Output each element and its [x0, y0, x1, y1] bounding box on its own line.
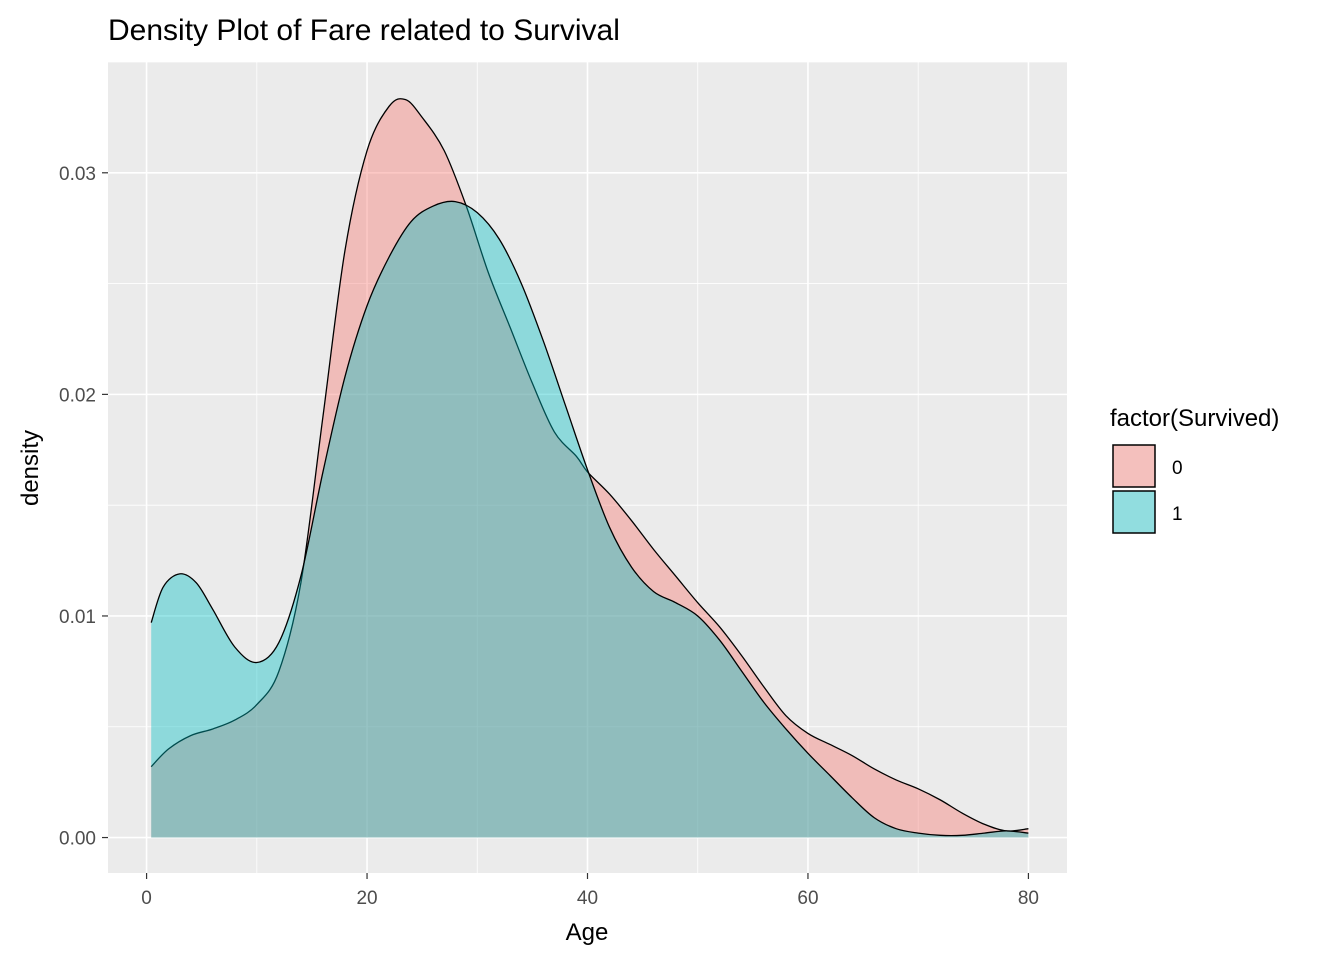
legend: factor(Survived) 0 1 — [1110, 405, 1279, 533]
x-axis-title: Age — [566, 919, 609, 946]
y-tick-label: 0.00 — [59, 829, 96, 850]
legend-key-0 — [1113, 445, 1155, 487]
x-tick-label: 20 — [356, 888, 377, 909]
y-tick-label: 0.01 — [59, 607, 96, 628]
legend-label-1: 1 — [1172, 504, 1183, 525]
legend-label-0: 0 — [1172, 458, 1183, 479]
y-tick-label: 0.02 — [59, 385, 96, 406]
legend-key-1 — [1113, 491, 1155, 533]
chart-title: Density Plot of Fare related to Survival — [108, 14, 620, 47]
legend-title: factor(Survived) — [1110, 405, 1279, 432]
x-tick-label: 0 — [141, 888, 152, 909]
x-tick-label: 40 — [577, 888, 598, 909]
x-tick-label: 60 — [797, 888, 818, 909]
x-axis: 0 20 40 60 80 — [141, 873, 1039, 909]
y-tick-label: 0.03 — [59, 164, 96, 185]
y-axis-title: density — [17, 430, 44, 506]
y-axis: 0.00 0.01 0.02 0.03 — [59, 164, 108, 850]
x-tick-label: 80 — [1018, 888, 1039, 909]
